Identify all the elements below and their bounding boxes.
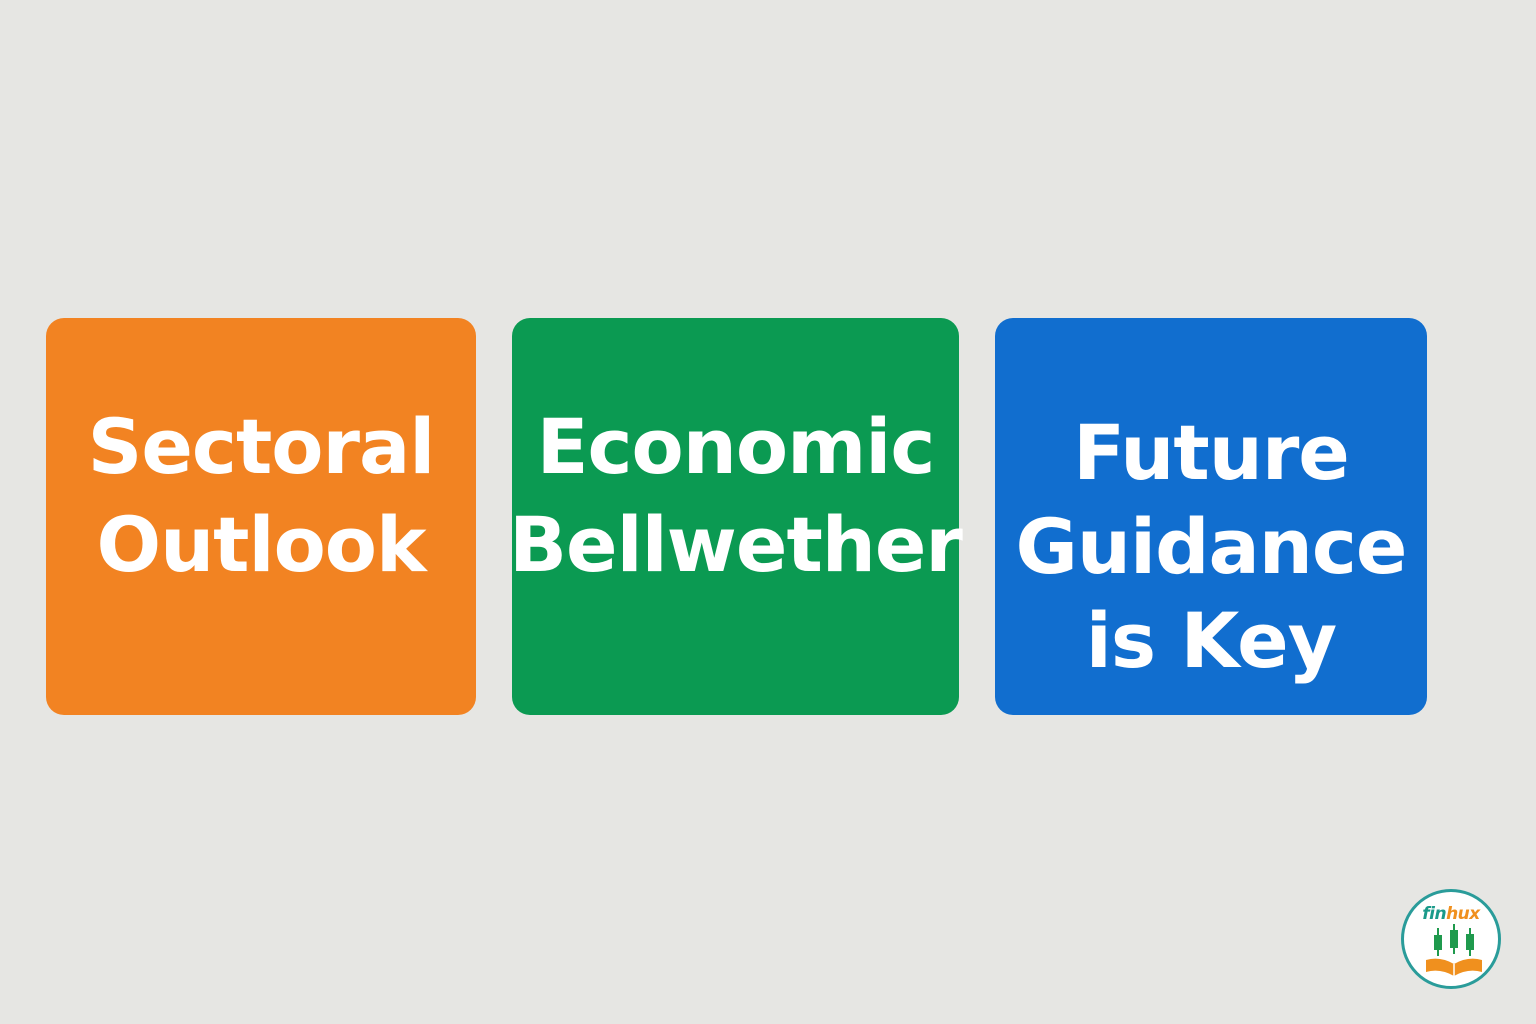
card-future-guidance: Future Guidance is Key xyxy=(995,318,1427,715)
candlestick-book-icon xyxy=(1426,924,1482,976)
card-title-line: Guidance xyxy=(1015,502,1408,591)
card-title-line: Outlook xyxy=(96,500,426,589)
card-title-line: is Key xyxy=(1085,596,1337,685)
card-title-line: Bellwether xyxy=(509,500,963,589)
logo-text-fin: fin xyxy=(1422,904,1447,924)
card-economic-bellwether: Economic Bellwether xyxy=(509,318,963,715)
logo-wordmark: finhux xyxy=(1404,904,1498,924)
card-sectoral-outlook: Sectoral Outlook xyxy=(46,318,476,715)
card-title-line: Sectoral xyxy=(87,402,436,491)
logo-text-hux: hux xyxy=(1446,904,1480,924)
finhux-logo: finhux xyxy=(1401,889,1501,989)
card-title-line: Future xyxy=(1073,408,1350,497)
card-title-line: Economic xyxy=(536,402,936,491)
